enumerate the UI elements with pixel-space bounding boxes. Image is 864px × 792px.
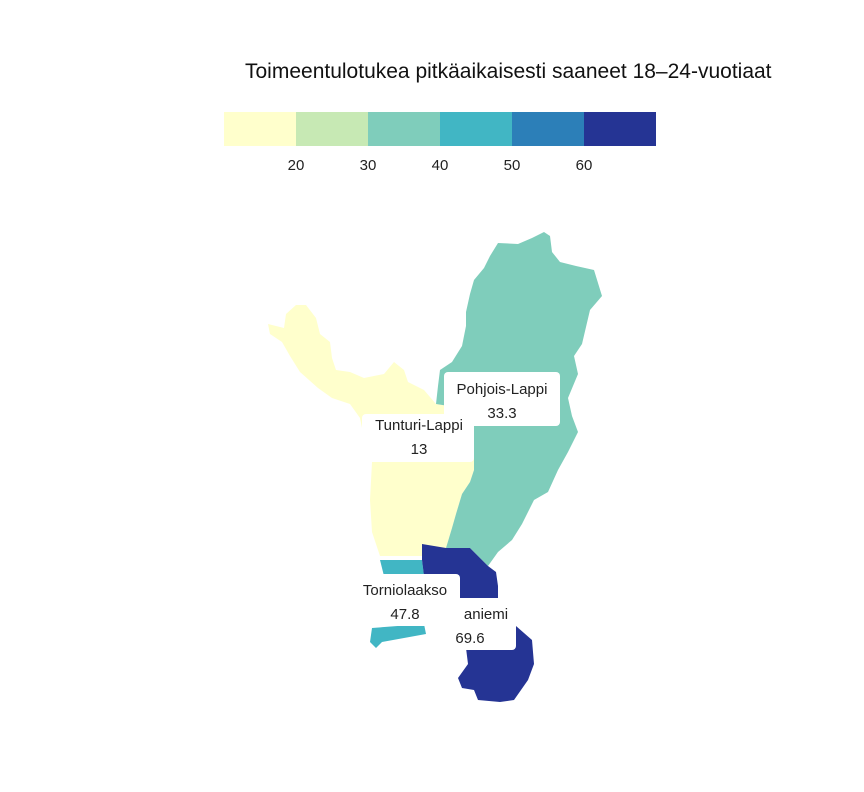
label-value-aniemi: 69.6 <box>455 630 484 647</box>
map-regions <box>268 232 602 702</box>
legend-bin-3 <box>368 112 441 146</box>
label-value-torniolaakso: 47.8 <box>390 606 419 623</box>
legend-tick-40: 40 <box>432 157 449 174</box>
legend-bin-4 <box>440 112 513 146</box>
legend-tick-60: 60 <box>576 157 593 174</box>
legend-tick-20: 20 <box>288 157 305 174</box>
legend-tick-50: 50 <box>504 157 521 174</box>
legend-bin-1 <box>224 112 297 146</box>
legend-bin-2 <box>296 112 369 146</box>
region-labels: Pohjois-Lappi 33.3 Tunturi-Lappi 13 Torn… <box>350 372 560 650</box>
color-legend: 20 30 40 50 60 <box>224 112 656 174</box>
label-box-tunturi-lappi <box>362 414 474 462</box>
label-name-aniemi: aniemi <box>464 606 508 623</box>
chart-title: Toimeentulotukea pitkäaikaisesti saaneet… <box>245 60 772 83</box>
label-name-torniolaakso: Torniolaakso <box>363 582 447 599</box>
legend-tick-30: 30 <box>360 157 377 174</box>
label-box-torniolaakso <box>350 574 460 626</box>
label-value-tunturi-lappi: 13 <box>411 441 428 458</box>
legend-bin-5 <box>512 112 585 146</box>
label-box-pohjois-lappi <box>444 372 560 426</box>
label-box-aniemi <box>446 598 516 650</box>
legend-bin-6 <box>584 112 656 146</box>
label-name-tunturi-lappi: Tunturi-Lappi <box>375 417 463 434</box>
label-name-pohjois-lappi: Pohjois-Lappi <box>457 381 548 398</box>
label-value-pohjois-lappi: 33.3 <box>487 405 516 422</box>
